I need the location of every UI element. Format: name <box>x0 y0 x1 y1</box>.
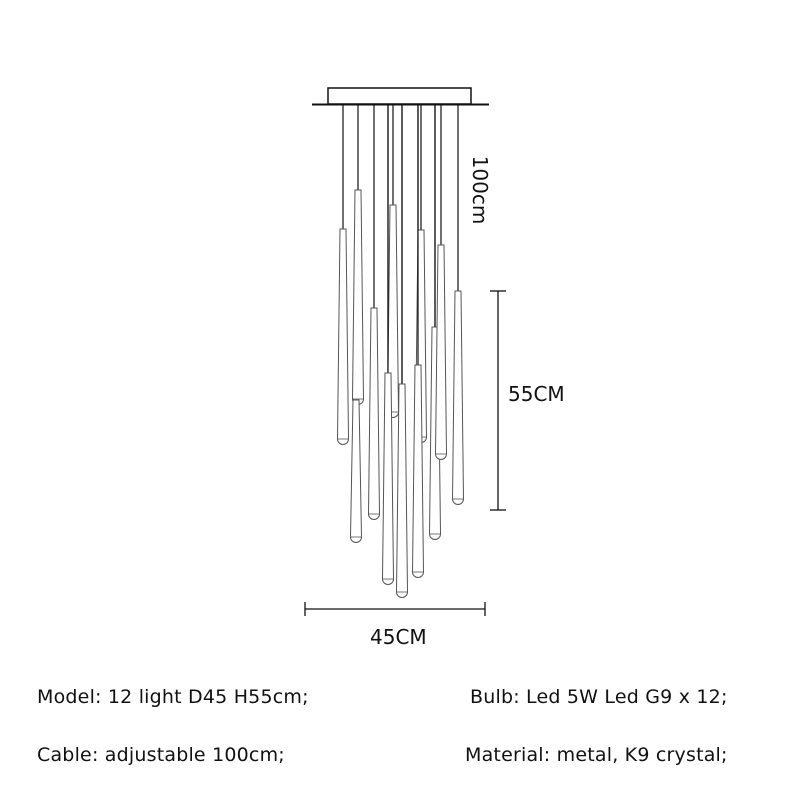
pendant-tube <box>411 105 425 578</box>
chandelier <box>312 87 489 598</box>
pendant-tube <box>386 105 400 418</box>
pendant-tube <box>434 105 448 460</box>
height-label: 55CM <box>508 382 565 406</box>
pendant-tube <box>367 105 381 520</box>
pendant-tube <box>349 399 363 543</box>
spec-model: Model: 12 light D45 H55cm; <box>37 686 309 708</box>
spec-bulb: Bulb: Led 5W Led G9 x 12; <box>470 686 728 708</box>
diameter-dimension-line <box>304 602 486 616</box>
pendant-tube <box>451 105 465 505</box>
diameter-label: 45CM <box>370 625 427 649</box>
pendant-tube <box>381 105 395 585</box>
pendant-tube <box>351 105 365 405</box>
spec-material: Material: metal, K9 crystal; <box>465 744 728 766</box>
spec-cable: Cable: adjustable 100cm; <box>37 744 285 766</box>
height-dimension-line <box>490 290 506 511</box>
ceiling-canopy <box>327 87 472 105</box>
cable-length-label: 100cm <box>468 155 492 225</box>
pendant-tube <box>395 105 409 598</box>
pendant-tube <box>336 105 350 445</box>
